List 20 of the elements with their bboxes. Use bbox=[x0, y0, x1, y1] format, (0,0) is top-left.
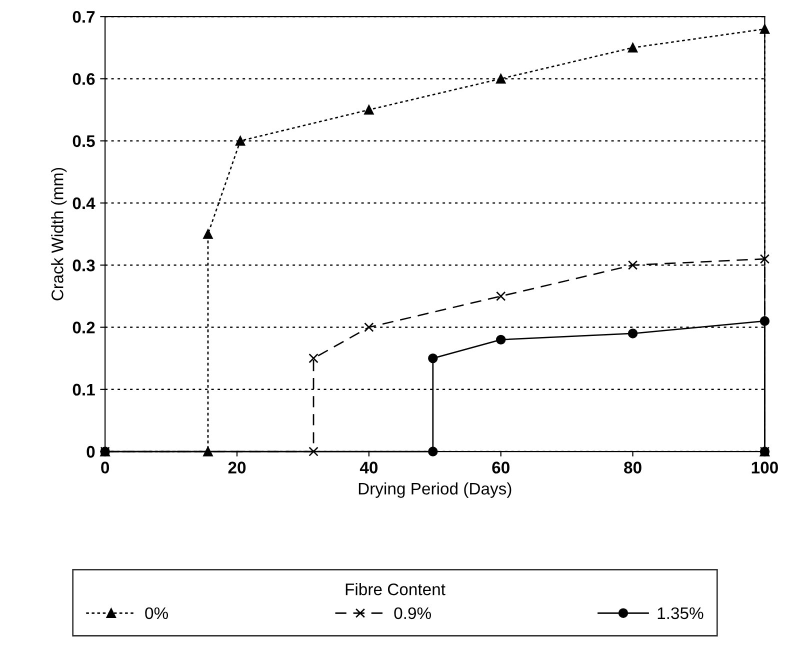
legend-label: 0.9% bbox=[394, 607, 431, 620]
y-tick-label: 0.2 bbox=[72, 322, 95, 334]
y-tick-label: 0.1 bbox=[72, 384, 95, 396]
y-tick-label: 0 bbox=[86, 446, 95, 458]
y-tick-label: 0.3 bbox=[72, 260, 95, 272]
y-tick-label: 0.7 bbox=[72, 11, 95, 23]
x-tick-label: 0 bbox=[101, 462, 110, 474]
y-tick-label: 0.6 bbox=[72, 73, 95, 85]
x-tick-label: 100 bbox=[752, 462, 778, 474]
legend-title: Fibre Content bbox=[346, 583, 446, 596]
y-tick-label: 0.4 bbox=[72, 197, 96, 210]
legend-label: 0% bbox=[145, 607, 168, 620]
x-axis-title: Drying Period (Days) bbox=[358, 482, 512, 498]
x-tick-label: 80 bbox=[624, 462, 642, 474]
x-tick-label: 60 bbox=[492, 462, 510, 474]
legend-label: 1.35% bbox=[658, 607, 704, 620]
x-tick-label: 20 bbox=[228, 462, 246, 474]
y-tick-label: 0.5 bbox=[72, 135, 95, 148]
y-axis-title: Crack Width (mm) bbox=[51, 168, 67, 300]
x-tick-label: 40 bbox=[360, 462, 378, 474]
